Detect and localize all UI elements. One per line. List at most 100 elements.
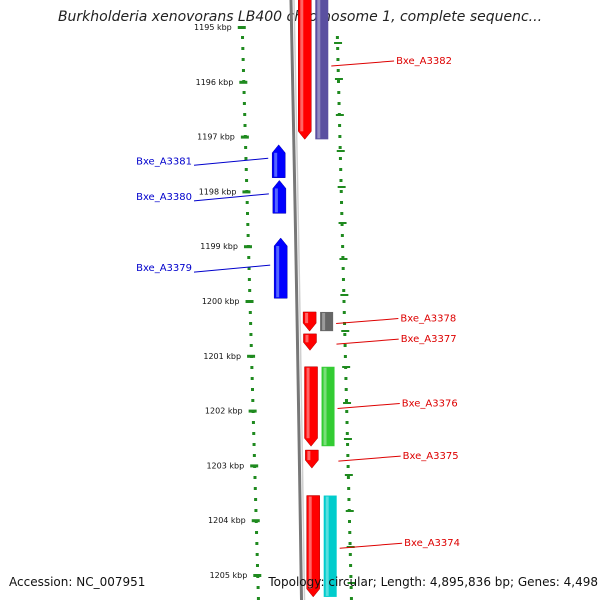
- tick-dash: [342, 366, 351, 368]
- tick-dot: [255, 553, 259, 556]
- tick-dash: [339, 258, 348, 260]
- scale-tick-label: 1201 kbp: [203, 352, 241, 361]
- scale-tick-label: 1203 kbp: [206, 461, 244, 470]
- tick-dot: [344, 388, 348, 391]
- gene-arrow[interactable]: [303, 333, 317, 351]
- tick-dot: [340, 223, 344, 226]
- tick-dot: [247, 267, 251, 270]
- gene-arrow[interactable]: [298, 0, 312, 140]
- scale-tick-label: 1205 kbp: [210, 571, 248, 580]
- scale-tick: [248, 409, 257, 413]
- scale-tick-label: 1202 kbp: [205, 407, 243, 416]
- gene-label: Bxe_A3375: [403, 451, 459, 462]
- tick-dot: [349, 597, 353, 600]
- scale-tick-label: 1204 kbp: [208, 516, 246, 525]
- tick-dot: [343, 344, 347, 347]
- cog-category-bar: [320, 311, 334, 332]
- tick-dot: [245, 179, 249, 182]
- tick-dot: [244, 168, 248, 171]
- scale-tick: [250, 464, 259, 468]
- cog-bar-highlight: [317, 0, 321, 139]
- gene-arrow-highlight: [274, 188, 278, 213]
- tick-dot: [338, 146, 342, 149]
- tick-dot: [339, 168, 343, 171]
- tick-dot: [247, 256, 251, 259]
- tick-dot: [255, 531, 259, 534]
- tick-dash: [334, 42, 343, 44]
- tick-dot: [346, 443, 350, 446]
- gene-label-leader: [338, 455, 401, 462]
- tick-dot: [336, 47, 340, 50]
- tick-dot: [252, 443, 256, 446]
- tick-dot: [249, 333, 253, 336]
- gene-label: Bxe_A3379: [136, 263, 192, 274]
- tick-dot: [242, 91, 246, 94]
- tick-dot: [348, 531, 352, 534]
- sequence-summary: Topology: circular; Length: 4,895,836 bp…: [268, 575, 598, 589]
- scale-tick-label: 1198 kbp: [199, 187, 237, 196]
- tick-dot: [244, 146, 248, 149]
- scale-tick: [243, 245, 252, 249]
- tick-dot: [243, 113, 247, 116]
- tick-dot: [241, 69, 245, 72]
- tick-dot: [349, 586, 353, 589]
- tick-dot: [338, 157, 342, 160]
- tick-dot: [346, 476, 350, 479]
- tick-dot: [345, 432, 349, 435]
- tick-dot: [348, 520, 351, 523]
- tick-dot: [349, 564, 353, 567]
- gene-arrow[interactable]: [305, 449, 319, 469]
- gene-arrow[interactable]: [273, 237, 288, 299]
- tick-dot: [345, 421, 349, 424]
- gene-arrow[interactable]: [272, 180, 287, 214]
- scale-tick-label: 1195 kbp: [194, 23, 232, 32]
- tick-dot: [342, 311, 346, 314]
- tick-dot: [339, 190, 343, 193]
- gene-label-leader: [193, 193, 269, 202]
- tick-dot: [343, 333, 347, 336]
- tick-dot: [344, 399, 348, 402]
- tick-dot: [342, 289, 346, 292]
- gene-label-leader: [193, 264, 271, 273]
- tick-dot: [336, 69, 340, 72]
- tick-dot: [338, 124, 342, 127]
- gene-label: Bxe_A3381: [136, 156, 192, 167]
- accession-label: Accession: NC_007951: [9, 575, 146, 589]
- tick-dot: [248, 289, 252, 292]
- kbp-scale: 1195 kbp 1196 kbp 1197 kbp 1198 kbp 1199 kbp…: [194, 23, 262, 580]
- tick-dash: [341, 330, 350, 332]
- tick-dot: [340, 201, 344, 204]
- gene-arrow[interactable]: [304, 366, 318, 447]
- tick-dot: [343, 355, 347, 358]
- gene-features[interactable]: [271, 0, 337, 600]
- tick-dot: [345, 410, 349, 413]
- tick-dash: [336, 150, 345, 152]
- backbone-line: [289, 0, 303, 600]
- gene-label-leader: [193, 157, 269, 166]
- tick-dot: [250, 388, 254, 391]
- tick-dash: [337, 186, 346, 188]
- tick-dot: [253, 487, 257, 490]
- tick-dot: [348, 553, 352, 556]
- gene-label-leader: [336, 338, 399, 345]
- scale-tick: [239, 80, 248, 84]
- gene-arrow-highlight: [307, 451, 311, 461]
- gene-arrow-highlight: [306, 367, 310, 439]
- scale-tick: [253, 574, 262, 577]
- cog-category-bar: [321, 366, 335, 447]
- tick-dot: [241, 58, 245, 61]
- tick-dot: [335, 36, 339, 39]
- gene-arrow-highlight: [308, 496, 312, 589]
- tick-dot: [249, 344, 253, 347]
- tick-dot: [341, 256, 345, 259]
- scale-tick-label: 1196 kbp: [196, 78, 234, 87]
- gene-arrow[interactable]: [302, 311, 317, 332]
- scale-tick: [251, 519, 260, 523]
- tick-dot: [344, 377, 348, 380]
- tick-dash: [345, 510, 354, 512]
- tick-dot: [247, 278, 251, 281]
- gene-arrow-highlight: [274, 152, 278, 177]
- tick-dot: [251, 399, 255, 402]
- gene-arrow[interactable]: [271, 144, 286, 178]
